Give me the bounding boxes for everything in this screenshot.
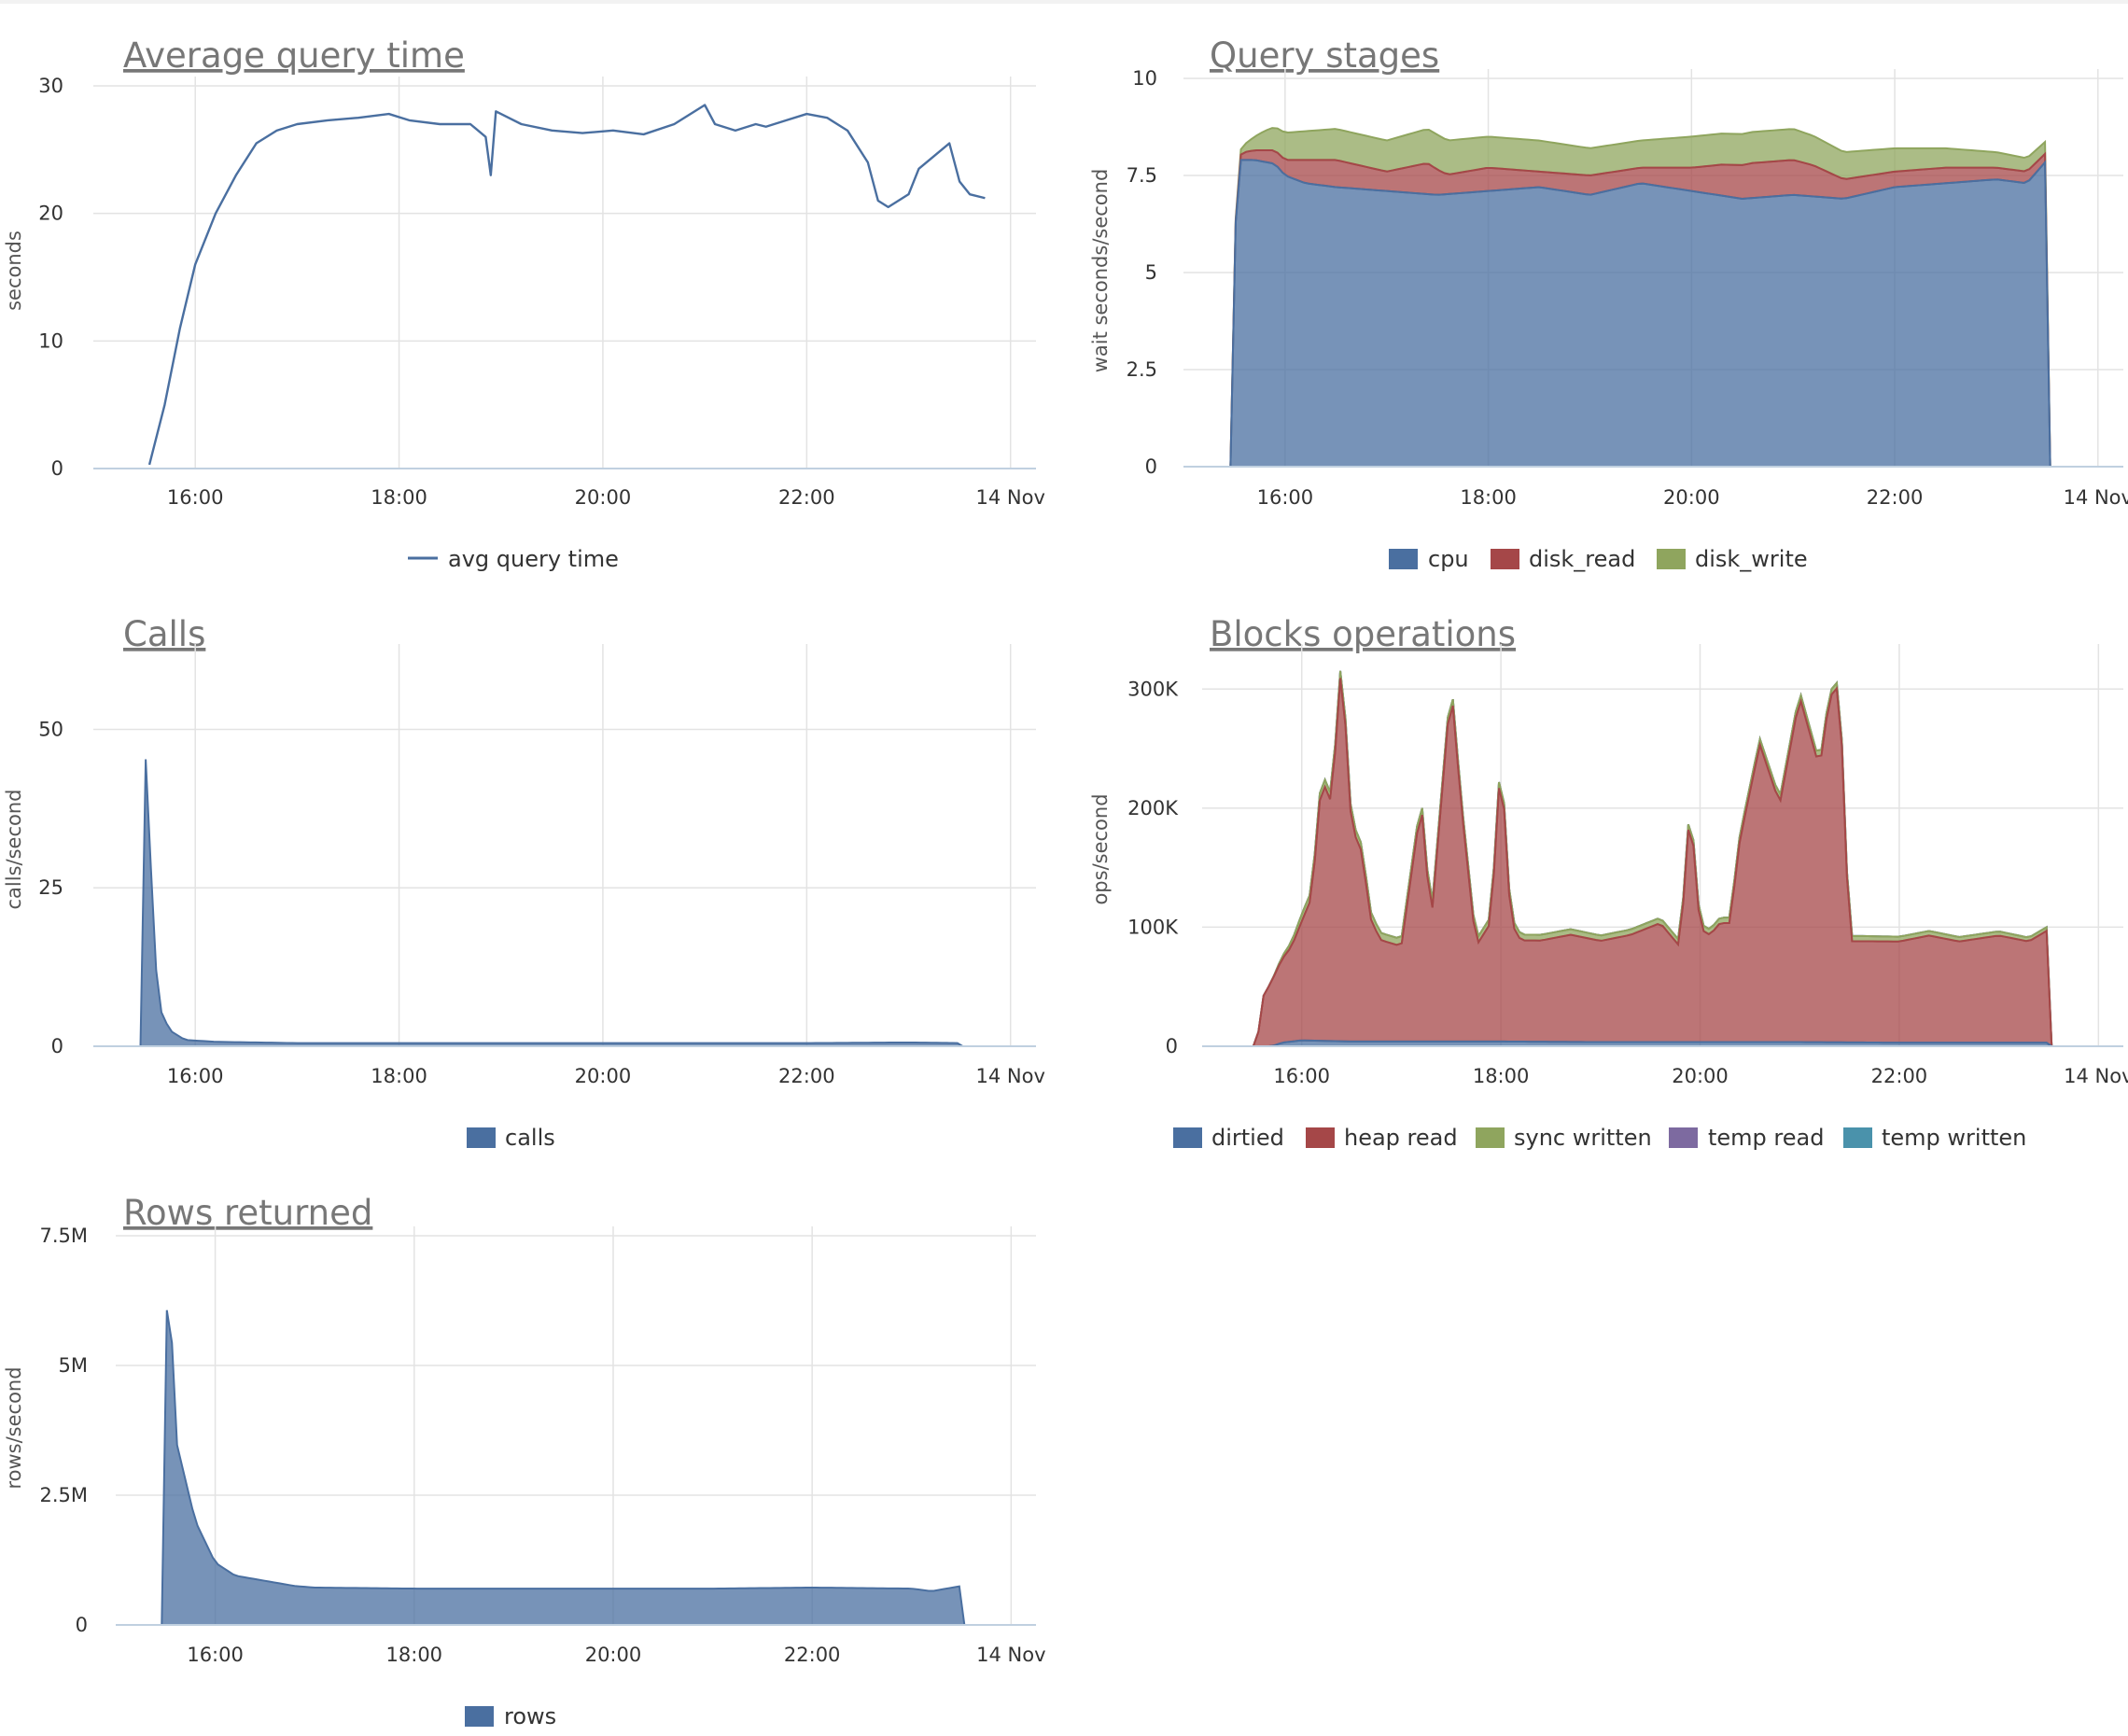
- legend-item-temp-written[interactable]: temp written: [1882, 1125, 2026, 1151]
- y-tick-label: 7.5: [1127, 164, 1157, 187]
- x-tick-label: 18:00: [1460, 486, 1517, 509]
- y-tick-label: 2.5M: [39, 1484, 88, 1506]
- legend-swatch-heap-read: [1306, 1127, 1335, 1148]
- legend[interactable]: rows: [465, 1703, 556, 1729]
- chart-calls: Calls 16:00 18:00 20:00 22:00 14 Nov 0 25 50 ca…: [3, 614, 1045, 1151]
- x-tick-label: 16:00: [1273, 1065, 1330, 1087]
- y-tick-label: 10: [1132, 67, 1157, 90]
- plot-area: 16:00 18:00 20:00 22:00 14 Nov 0 2.5 5 7.5 10: [1127, 67, 2128, 509]
- y-tick-label: 0: [1145, 455, 1157, 478]
- chart-title[interactable]: Query stages: [1210, 35, 1439, 76]
- x-tick-label: 22:00: [778, 1065, 835, 1087]
- y-tick-label: 100K: [1127, 916, 1179, 938]
- legend-swatch-temp-written: [1843, 1127, 1872, 1148]
- plot-area: 16:00 18:00 20:00 22:00 14 Nov 0 10 20 30: [38, 75, 1045, 509]
- top-border: [0, 0, 2128, 4]
- chart-rows-returned: Rows returned 16:00 18:00 20:00 22:00 14 Nov…: [3, 1193, 1046, 1729]
- legend[interactable]: dirtied heap read sync written temp read…: [1173, 1125, 2026, 1151]
- legend-swatch-calls: [467, 1127, 496, 1148]
- legend-item-avg-query-time[interactable]: avg query time: [448, 546, 619, 572]
- legend-item-disk-write[interactable]: disk_write: [1695, 546, 1808, 572]
- series-area-calls: [93, 759, 1036, 1047]
- legend-swatch-cpu: [1389, 549, 1418, 569]
- legend[interactable]: calls: [467, 1125, 555, 1151]
- y-tick-label: 200K: [1127, 797, 1179, 819]
- series-area-rows: [116, 1309, 1036, 1626]
- legend-item-disk-read[interactable]: disk_read: [1529, 546, 1635, 572]
- x-tick-label: 14 Nov: [976, 486, 1045, 509]
- x-tick-label: 20:00: [1663, 486, 1720, 509]
- chart-query-stages: Query stages 16:00 18:00 20:00 22:00 14 Nov 0…: [1089, 35, 2128, 572]
- y-tick-label: 0: [51, 1035, 63, 1057]
- legend-item-temp-read[interactable]: temp read: [1708, 1125, 1824, 1151]
- y-tick-label: 2.5: [1127, 358, 1157, 381]
- x-tick-label: 22:00: [1871, 1065, 1928, 1087]
- legend-item-dirtied[interactable]: dirtied: [1211, 1125, 1284, 1151]
- y-axis-label: rows/second: [3, 1366, 25, 1489]
- plot-area: 16:00 18:00 20:00 22:00 14 Nov 0 25 50: [38, 644, 1045, 1087]
- y-axis-label: wait seconds/second: [1089, 169, 1112, 373]
- x-tick-label: 22:00: [778, 486, 835, 509]
- legend-item-calls[interactable]: calls: [505, 1125, 555, 1151]
- x-tick-label: 14 Nov: [976, 1065, 1045, 1087]
- chart-title[interactable]: Blocks operations: [1210, 614, 1516, 654]
- x-tick-label: 16:00: [187, 1644, 244, 1666]
- chart-blocks-operations: Blocks operations 16:00 18:00 20:00 22:00 14…: [1089, 614, 2128, 1151]
- y-tick-label: 0: [1166, 1035, 1178, 1057]
- plot-area: 16:00 18:00 20:00 22:00 14 Nov 0 2.5M 5M 7.5M: [39, 1225, 1045, 1666]
- y-tick-label: 300K: [1127, 678, 1179, 700]
- x-tick-label: 16:00: [167, 1065, 224, 1087]
- legend-item-rows[interactable]: rows: [504, 1703, 556, 1729]
- x-tick-label: 18:00: [371, 486, 427, 509]
- legend-swatch-disk-write: [1657, 549, 1686, 569]
- x-tick-label: 16:00: [167, 486, 224, 509]
- y-tick-label: 20: [38, 203, 63, 225]
- legend-item-cpu[interactable]: cpu: [1428, 546, 1469, 572]
- chart-title[interactable]: Calls: [123, 614, 205, 654]
- legend-swatch-dirtied: [1173, 1127, 1202, 1148]
- plot-area: 16:00 18:00 20:00 22:00 14 Nov 0 100K 200K 300K: [1127, 644, 2128, 1087]
- y-tick-label: 5: [1145, 261, 1157, 284]
- x-tick-label: 14 Nov: [2064, 486, 2128, 509]
- y-tick-label: 5M: [59, 1354, 88, 1377]
- legend-swatch-sync-written: [1476, 1127, 1505, 1148]
- x-tick-label: 20:00: [1672, 1065, 1729, 1087]
- x-tick-label: 16:00: [1257, 486, 1314, 509]
- legend-swatch-temp-read: [1669, 1127, 1698, 1148]
- x-tick-label: 18:00: [371, 1065, 427, 1087]
- chart-title[interactable]: Rows returned: [123, 1193, 372, 1233]
- legend-item-heap-read[interactable]: heap read: [1344, 1125, 1458, 1151]
- x-tick-label: 20:00: [575, 486, 632, 509]
- x-tick-label: 20:00: [575, 1065, 632, 1087]
- legend-swatch-rows: [465, 1706, 494, 1727]
- y-tick-label: 50: [38, 718, 63, 740]
- y-tick-label: 30: [38, 75, 63, 97]
- y-axis-label: seconds: [3, 231, 25, 311]
- y-axis-label: calls/second: [3, 790, 25, 910]
- x-tick-label: 14 Nov: [976, 1644, 1045, 1666]
- legend[interactable]: cpu disk_read disk_write: [1389, 546, 1808, 572]
- y-tick-label: 0: [76, 1614, 88, 1636]
- y-tick-label: 7.5M: [39, 1225, 88, 1247]
- series-line-avg-query-time: [147, 104, 986, 466]
- legend[interactable]: avg query time: [408, 546, 619, 572]
- series-area-cpu: [1183, 159, 2123, 468]
- chart-average-query-time: Average query time 16:00 18:00 20:00 22:00 1…: [3, 35, 1045, 572]
- x-tick-label: 20:00: [585, 1644, 642, 1666]
- y-tick-label: 10: [38, 329, 63, 352]
- x-tick-label: 22:00: [784, 1644, 841, 1666]
- y-axis-label: ops/second: [1089, 793, 1112, 904]
- legend-item-sync-written[interactable]: sync written: [1514, 1125, 1652, 1151]
- y-tick-label: 25: [38, 876, 63, 899]
- x-tick-label: 18:00: [1473, 1065, 1530, 1087]
- x-tick-label: 22:00: [1867, 486, 1924, 509]
- series-area-heap-read: [1202, 678, 2123, 1047]
- chart-title[interactable]: Average query time: [123, 35, 465, 76]
- x-tick-label: 14 Nov: [2064, 1065, 2128, 1087]
- y-tick-label: 0: [51, 457, 63, 480]
- legend-swatch-disk-read: [1491, 549, 1519, 569]
- x-tick-label: 18:00: [386, 1644, 443, 1666]
